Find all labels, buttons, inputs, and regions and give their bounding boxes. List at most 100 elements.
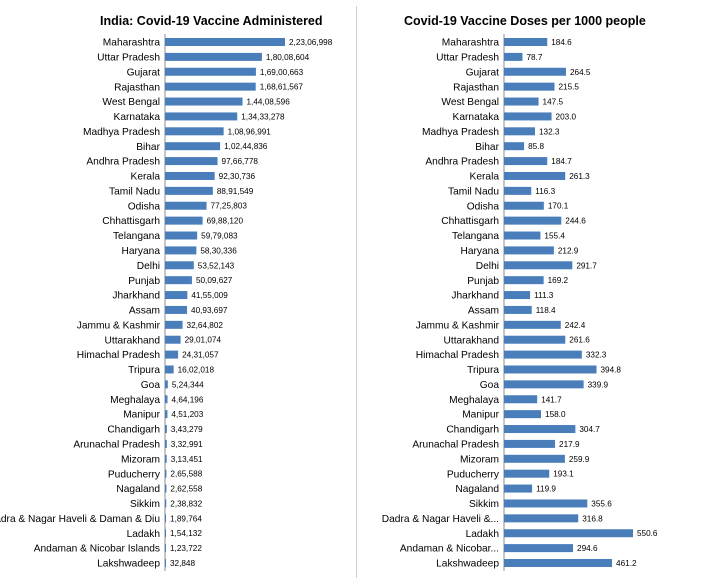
value-label: 1,44,08,596 bbox=[247, 98, 291, 107]
category-label: Nagaland bbox=[455, 484, 499, 495]
value-label: 92,30,736 bbox=[219, 172, 256, 181]
value-label: 3,13,451 bbox=[171, 455, 203, 464]
bar-madhya-pradesh bbox=[504, 127, 535, 136]
bar-west-bengal bbox=[165, 97, 243, 106]
value-label: 58,30,336 bbox=[200, 246, 237, 255]
bar-mizoram bbox=[165, 454, 167, 463]
value-label: 550.6 bbox=[637, 529, 658, 538]
value-label: 4,51,203 bbox=[171, 410, 203, 419]
value-label: 215.5 bbox=[558, 83, 579, 92]
category-label: Meghalaya bbox=[110, 395, 160, 406]
value-label: 85.8 bbox=[528, 142, 544, 151]
bar-uttar-pradesh bbox=[165, 52, 262, 61]
value-label: 203.0 bbox=[556, 112, 577, 121]
category-label: Sikkim bbox=[130, 499, 160, 510]
category-label: Telangana bbox=[452, 231, 499, 242]
bar-bihar bbox=[165, 142, 221, 151]
value-label: 1,02,44,836 bbox=[224, 142, 268, 151]
value-label: 1,54,132 bbox=[170, 529, 202, 538]
value-label: 118.4 bbox=[536, 306, 556, 315]
bar-andhra-pradesh bbox=[504, 157, 548, 166]
category-label: Kerala bbox=[470, 172, 500, 183]
bar-chhattisgarh bbox=[504, 216, 562, 225]
category-label: Arunachal Pradesh bbox=[412, 440, 499, 451]
category-label: Puducherry bbox=[447, 469, 500, 480]
category-label: Goa bbox=[480, 380, 500, 391]
bar-ladakh bbox=[504, 529, 633, 538]
category-label: Tripura bbox=[128, 365, 160, 376]
value-label: 40,93,697 bbox=[191, 306, 228, 315]
bar-assam bbox=[165, 305, 188, 314]
bar-puducherry bbox=[504, 469, 550, 478]
bar-ladakh bbox=[165, 529, 166, 538]
category-label: Andhra Pradesh bbox=[425, 157, 499, 168]
category-label: Dadra & Nagar Haveli & Daman & Diu bbox=[0, 514, 160, 525]
value-label: 2,62,558 bbox=[170, 485, 202, 494]
bar-goa bbox=[165, 380, 168, 389]
category-label: Ladakh bbox=[466, 529, 499, 540]
bar-meghalaya bbox=[504, 395, 538, 404]
bar-mizoram bbox=[504, 454, 565, 463]
category-label: Maharashtra bbox=[103, 38, 161, 49]
bar-maharashtra bbox=[504, 38, 548, 46]
category-label: Ladakh bbox=[127, 529, 160, 540]
value-label: 461.2 bbox=[616, 559, 637, 568]
value-label: 184.7 bbox=[551, 157, 572, 166]
bar-kerala bbox=[165, 171, 215, 180]
chart-title: India: Covid-19 Vaccine Administered bbox=[100, 14, 323, 28]
bar-himachal-pradesh bbox=[504, 350, 582, 359]
category-label: Kerala bbox=[131, 172, 161, 183]
value-label: 1,34,33,278 bbox=[241, 112, 285, 121]
bar-madhya-pradesh bbox=[165, 127, 224, 136]
bar-haryana bbox=[504, 246, 554, 255]
bar-andaman-nicobar-islands bbox=[504, 544, 574, 553]
value-label: 1,23,722 bbox=[170, 544, 202, 553]
value-label: 244.6 bbox=[565, 217, 586, 226]
value-label: 1,69,00,663 bbox=[260, 68, 304, 77]
bar-lakshwadeep bbox=[165, 559, 166, 567]
value-label: 2,65,588 bbox=[170, 470, 202, 479]
category-label: Telangana bbox=[113, 231, 160, 242]
category-label: Nagaland bbox=[116, 484, 160, 495]
category-label: Chhattisgarh bbox=[441, 216, 499, 227]
bar-west-bengal bbox=[504, 97, 539, 106]
category-label: Gujarat bbox=[466, 67, 500, 78]
bar-meghalaya bbox=[165, 395, 168, 404]
bar-odisha bbox=[165, 201, 207, 210]
value-label: 332.3 bbox=[586, 351, 607, 360]
bar-gujarat bbox=[504, 67, 566, 76]
category-label: Lakshwadeep bbox=[97, 559, 160, 570]
category-label: Delhi bbox=[476, 261, 499, 272]
category-label: Himachal Pradesh bbox=[77, 350, 160, 361]
bar-telangana bbox=[165, 231, 198, 240]
chart-divider bbox=[356, 6, 357, 578]
value-label: 316.8 bbox=[582, 514, 603, 523]
bar-jammu-kashmir bbox=[504, 320, 561, 329]
value-label: 5,24,344 bbox=[172, 380, 204, 389]
category-label: Sikkim bbox=[469, 499, 499, 510]
category-label: Haryana bbox=[460, 246, 499, 257]
category-label: Punjab bbox=[467, 276, 499, 287]
value-label: 170.1 bbox=[548, 202, 569, 211]
bar-kerala bbox=[504, 171, 566, 180]
value-label: 394.8 bbox=[601, 365, 622, 374]
value-label: 339.9 bbox=[588, 380, 609, 389]
bar-maharashtra bbox=[165, 38, 285, 46]
value-label: 97,66,778 bbox=[222, 157, 259, 166]
vaccine-administered-chart: India: Covid-19 Vaccine Administered Mah… bbox=[0, 0, 355, 585]
value-label: 2,23,06,998 bbox=[289, 38, 333, 47]
bar-delhi bbox=[504, 261, 573, 270]
bar-sikkim bbox=[165, 499, 167, 508]
category-label: West Bengal bbox=[441, 97, 499, 108]
category-label: Uttarakhand bbox=[444, 335, 500, 346]
doses-per-1000-chart: Covid-19 Vaccine Doses per 1000 people M… bbox=[358, 0, 717, 585]
category-label: Meghalaya bbox=[449, 395, 499, 406]
value-label: 111.3 bbox=[534, 291, 554, 300]
value-label: 212.9 bbox=[558, 246, 579, 255]
category-label: Karnataka bbox=[114, 112, 161, 123]
value-label: 1,80,08,604 bbox=[266, 53, 310, 62]
bar-goa bbox=[504, 380, 584, 389]
value-label: 119.9 bbox=[536, 485, 556, 494]
category-label: West Bengal bbox=[102, 97, 160, 108]
bar-tamil-nadu bbox=[504, 186, 532, 195]
